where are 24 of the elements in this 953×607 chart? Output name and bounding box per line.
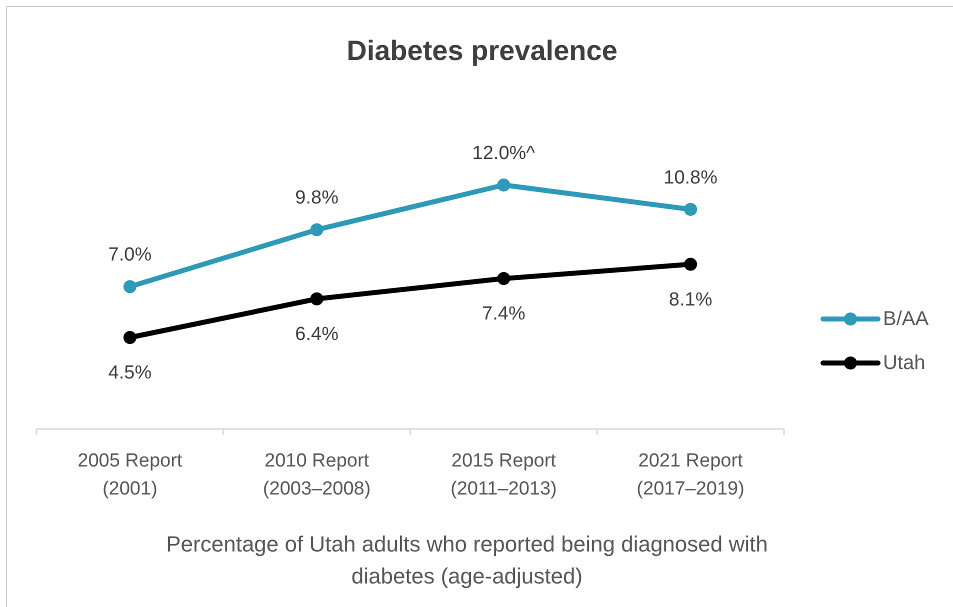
x-tick-label: 2015 Report (2011–2013) — [450, 450, 557, 500]
x-tick-label: 2021 Report (2017–2019) — [636, 450, 744, 500]
data-label: 12.0%^ — [472, 142, 536, 164]
point — [684, 202, 698, 216]
data-label: 8.1% — [668, 288, 712, 310]
point — [684, 258, 698, 271]
legend-label: B/AA — [883, 308, 930, 330]
point — [123, 331, 136, 344]
data-label: 9.8% — [295, 187, 339, 208]
point — [123, 280, 136, 294]
chart-title: Diabetes prevalence — [346, 34, 618, 66]
point — [310, 292, 324, 306]
x-tick-label: 2010 Report (2003–2008) — [262, 450, 371, 500]
data-label: 7.0% — [108, 244, 152, 266]
point — [497, 272, 510, 286]
x-tick-label: 2005 Report (2001) — [78, 450, 183, 500]
data-label: 6.4% — [295, 323, 339, 344]
legend-label: Utah — [883, 352, 926, 374]
data-label: 10.8% — [664, 166, 718, 188]
data-label: 7.4% — [482, 303, 526, 324]
point — [497, 178, 510, 192]
x-axis-title: Percentage of Utah adults who reported being diagnosed with diabetes (age-adjusted) — [166, 532, 768, 588]
point — [310, 223, 324, 236]
data-label: 4.5% — [108, 362, 152, 383]
